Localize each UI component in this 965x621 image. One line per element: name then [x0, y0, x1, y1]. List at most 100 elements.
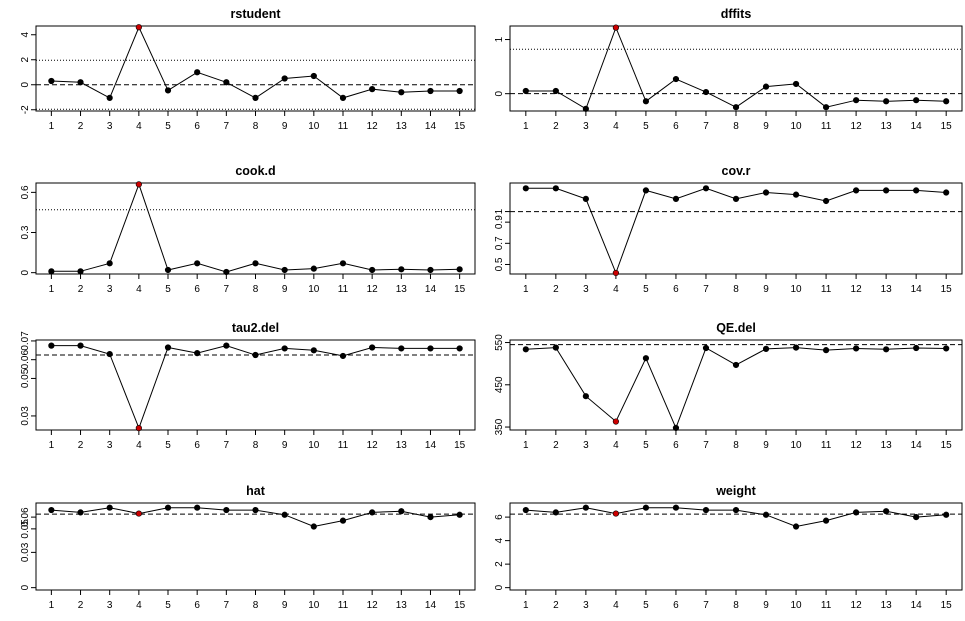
x-tick-label: 4 [613, 440, 619, 451]
data-point [853, 509, 860, 516]
x-tick-label: 9 [282, 121, 288, 132]
data-point [456, 266, 463, 273]
data-point-influential [135, 425, 142, 432]
data-point [853, 97, 860, 104]
x-tick-label: 10 [308, 600, 320, 611]
y-tick-label: 350 [494, 418, 505, 435]
series-line [51, 182, 460, 273]
x-tick-label: 14 [425, 284, 437, 295]
data-point [642, 187, 650, 194]
panel-title: rstudent [231, 7, 282, 21]
data-point [164, 87, 172, 94]
x-tick-label: 8 [733, 121, 739, 132]
data-point-influential [612, 510, 619, 517]
y-tick-label: 0.06 [20, 350, 31, 370]
x-tick-label: 12 [851, 440, 863, 451]
x-tick-label: 11 [338, 121, 349, 132]
x-tick-label: 10 [790, 121, 802, 132]
data-point [702, 88, 710, 96]
data-point [732, 361, 740, 369]
data-point-influential [135, 181, 142, 188]
data-point [369, 266, 376, 274]
data-point [339, 517, 347, 524]
x-tick-label: 2 [78, 600, 84, 611]
x-tick-label: 3 [107, 284, 113, 295]
x-tick-label: 8 [733, 284, 739, 295]
x-tick-label: 9 [763, 284, 769, 295]
x-tick-label: 2 [78, 284, 84, 295]
x-tick-label: 11 [821, 440, 832, 451]
x-tick-label: 9 [763, 440, 769, 451]
data-point [427, 87, 434, 95]
data-point [792, 191, 800, 198]
x-tick-label: 8 [733, 440, 739, 451]
x-tick-label: 3 [583, 284, 589, 295]
x-tick-label: 14 [911, 600, 923, 611]
x-tick-label: 7 [703, 284, 709, 295]
data-point [672, 195, 680, 202]
data-point [398, 89, 405, 96]
x-tick-label: 11 [338, 600, 349, 611]
data-point [552, 185, 559, 192]
panel-title: weight [715, 484, 756, 498]
data-point [48, 77, 55, 85]
x-tick-label: 14 [911, 121, 923, 132]
data-point [369, 509, 376, 516]
data-point [456, 511, 463, 518]
x-tick-label: 7 [224, 600, 230, 611]
x-tick-label: 9 [282, 600, 288, 611]
data-point [456, 345, 463, 352]
data-point [883, 98, 890, 105]
data-point [369, 344, 376, 351]
data-point [672, 504, 680, 511]
data-point [281, 511, 288, 518]
panel-cov-r: cov.r0.50.70.911 2 3 4 5 6 7 8 9 10 11 12 13 14 15 [494, 164, 963, 295]
data-point [456, 87, 463, 95]
x-tick-label: 15 [941, 121, 953, 132]
series-line [51, 26, 460, 99]
x-tick-label: 13 [881, 600, 893, 611]
x-tick-label: 10 [790, 600, 802, 611]
data-point-influential [135, 510, 142, 517]
x-tick-label: 5 [165, 440, 171, 451]
data-point [223, 268, 230, 276]
x-tick-label: 1 [49, 440, 55, 451]
y-tick-label: 1 [494, 36, 505, 42]
data-point [582, 393, 589, 400]
x-tick-label: 8 [253, 284, 259, 295]
x-tick-label: 7 [224, 284, 230, 295]
y-tick-label: 0.9 [494, 215, 505, 229]
x-tick-label: 4 [136, 600, 142, 611]
x-tick-label: 12 [367, 121, 379, 132]
data-point [943, 345, 950, 352]
x-tick-label: 4 [136, 121, 142, 132]
x-tick-label: 14 [911, 284, 923, 295]
x-tick-label: 5 [643, 600, 649, 611]
x-tick-label: 3 [583, 440, 589, 451]
x-tick-label: 2 [78, 121, 84, 132]
x-tick-label: 13 [881, 284, 893, 295]
y-tick-label: 0.7 [494, 236, 505, 250]
x-tick-label: 14 [425, 121, 437, 132]
x-tick-label: 9 [763, 121, 769, 132]
data-point [522, 506, 529, 514]
x-tick-label: 10 [308, 440, 320, 451]
data-point [522, 185, 529, 192]
x-tick-label: 2 [553, 121, 559, 132]
x-tick-label: 7 [703, 600, 709, 611]
x-tick-label: 7 [224, 440, 230, 451]
data-point [522, 87, 529, 95]
data-point [223, 506, 230, 514]
data-point [223, 79, 230, 86]
x-tick-label: 6 [194, 284, 200, 295]
panel-cook-d: cook.d00.30.61 2 3 4 5 6 7 8 9 10 11 12 13 14 15 [20, 164, 476, 295]
y-tick-label: 0.03 [20, 542, 31, 562]
data-point [762, 345, 770, 352]
data-point [702, 185, 710, 192]
x-tick-label: 10 [308, 121, 320, 132]
x-tick-label: 13 [881, 121, 893, 132]
data-point [883, 508, 890, 515]
x-tick-label: 11 [821, 284, 832, 295]
